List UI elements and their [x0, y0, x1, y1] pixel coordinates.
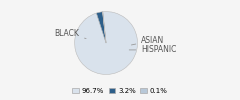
Wedge shape [102, 12, 106, 43]
Wedge shape [96, 12, 106, 43]
Text: BLACK: BLACK [54, 29, 86, 38]
Text: ASIAN: ASIAN [132, 36, 164, 45]
Legend: 96.7%, 3.2%, 0.1%: 96.7%, 3.2%, 0.1% [69, 85, 171, 96]
Wedge shape [75, 12, 138, 74]
Text: HISPANIC: HISPANIC [129, 45, 177, 54]
